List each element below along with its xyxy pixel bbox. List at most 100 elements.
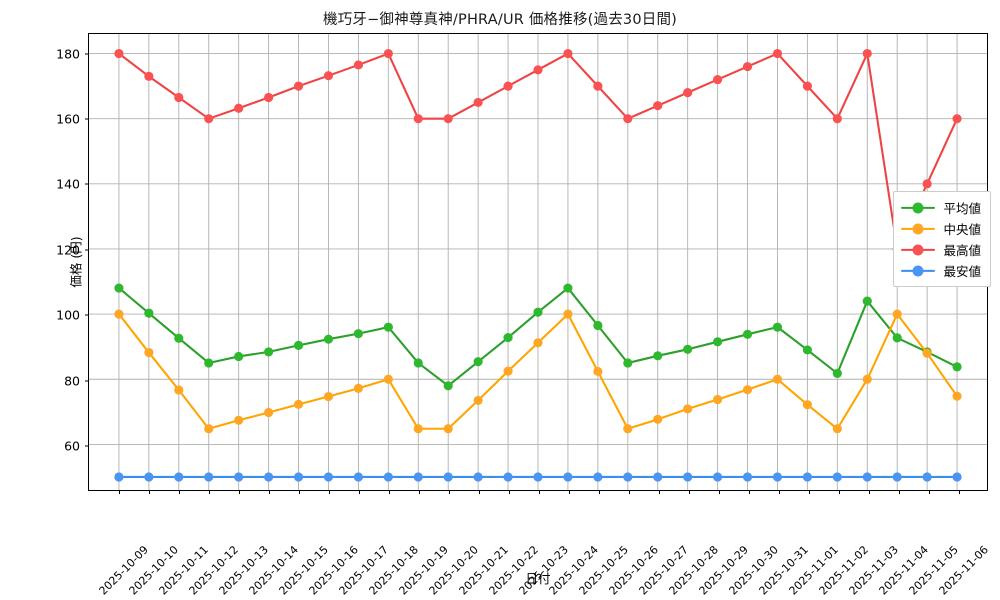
data-point <box>653 472 663 482</box>
x-axis-tick-mark <box>569 490 570 494</box>
legend-item-3[interactable]: 最高値 <box>901 239 981 260</box>
data-point <box>832 368 842 378</box>
data-point <box>264 472 274 482</box>
data-point <box>892 472 902 482</box>
data-point <box>683 344 693 354</box>
data-point <box>114 472 124 482</box>
x-axis-tick-mark <box>749 490 750 494</box>
data-point <box>593 472 603 482</box>
data-point <box>802 400 812 410</box>
data-point <box>533 338 543 348</box>
data-point <box>593 320 603 331</box>
data-point <box>802 345 812 355</box>
x-axis-tick-mark <box>179 490 180 494</box>
data-point <box>772 322 783 332</box>
data-point <box>264 92 274 103</box>
x-axis-tick-mark <box>269 490 270 494</box>
data-point <box>353 60 363 70</box>
data-point <box>533 307 543 317</box>
y-axis-tick-mark <box>85 249 89 251</box>
legend-item-2[interactable]: 中央値 <box>901 218 981 239</box>
data-point <box>443 472 453 482</box>
data-point <box>533 472 543 482</box>
data-point <box>473 357 483 367</box>
data-point <box>323 391 334 402</box>
data-point <box>802 472 812 482</box>
data-point <box>653 414 663 424</box>
data-point <box>293 81 304 91</box>
y-axis-tick-label: 60 <box>64 438 80 454</box>
data-point <box>952 472 962 482</box>
data-point <box>264 347 274 357</box>
chart-title: 機巧牙−御神尊真神/PHRA/UR 価格推移(過去30日間) <box>322 12 678 28</box>
legend-marker-icon <box>901 265 936 277</box>
data-point <box>114 309 124 319</box>
series-line <box>117 287 959 387</box>
x-axis-tick-mark <box>209 490 210 494</box>
data-point <box>443 114 453 124</box>
x-axis-tick-mark <box>299 490 300 494</box>
y-axis-tick-mark <box>85 183 89 185</box>
data-point <box>383 472 393 482</box>
data-point <box>353 383 363 393</box>
series-line <box>117 52 959 251</box>
x-axis-tick-mark <box>899 490 900 494</box>
y-axis-tick-mark <box>85 445 89 447</box>
y-axis-tick-label: 180 <box>56 46 80 62</box>
x-axis-tick-mark <box>119 490 120 494</box>
x-axis-tick-mark <box>719 490 720 494</box>
data-point <box>563 283 573 293</box>
data-point <box>922 179 932 189</box>
data-point <box>713 394 723 405</box>
data-point <box>204 358 214 368</box>
data-point <box>742 329 753 339</box>
x-axis-tick-mark <box>449 490 450 494</box>
x-axis-tick-mark <box>689 490 690 494</box>
chart-legend: 平均値 中央値 最高値 最安値 <box>893 191 991 287</box>
data-point <box>383 322 393 332</box>
data-point <box>413 424 423 434</box>
data-point <box>174 385 184 395</box>
x-axis-tick-mark <box>149 490 150 494</box>
data-point <box>443 381 453 391</box>
y-axis-tick-label: 160 <box>56 111 80 127</box>
data-point <box>623 424 633 434</box>
data-point <box>323 472 334 482</box>
grid-layer <box>89 34 987 490</box>
data-point <box>473 472 483 482</box>
data-point <box>892 309 902 319</box>
data-point <box>383 374 393 384</box>
data-point <box>563 309 573 319</box>
series-line <box>117 313 959 430</box>
data-point <box>742 472 753 482</box>
data-point <box>683 404 693 414</box>
data-point <box>353 472 363 482</box>
legend-item-4[interactable]: 最安値 <box>901 260 981 281</box>
data-point <box>593 81 603 91</box>
data-point <box>473 97 483 107</box>
x-axis-tick-mark <box>779 490 780 494</box>
y-axis-tick-mark <box>85 314 89 316</box>
data-point <box>293 472 304 482</box>
data-point <box>413 358 423 368</box>
data-point <box>114 283 124 293</box>
data-layer <box>114 48 962 482</box>
data-point <box>772 48 783 59</box>
x-axis-tick-mark <box>869 490 870 494</box>
data-point <box>772 374 783 384</box>
data-point <box>623 114 633 124</box>
y-axis-tick-label: 140 <box>56 176 80 192</box>
x-axis-tick-mark <box>929 490 930 494</box>
legend-item-1[interactable]: 平均値 <box>901 197 981 218</box>
data-point <box>473 395 483 406</box>
legend-marker-icon <box>901 202 936 214</box>
x-axis-tick-mark <box>629 490 630 494</box>
x-axis-tick-mark <box>419 490 420 494</box>
x-axis-tick-mark <box>359 490 360 494</box>
data-point <box>653 351 663 361</box>
data-point <box>144 472 154 482</box>
data-point <box>713 337 723 347</box>
x-axis-tick-mark <box>599 490 600 494</box>
data-point <box>563 472 573 482</box>
